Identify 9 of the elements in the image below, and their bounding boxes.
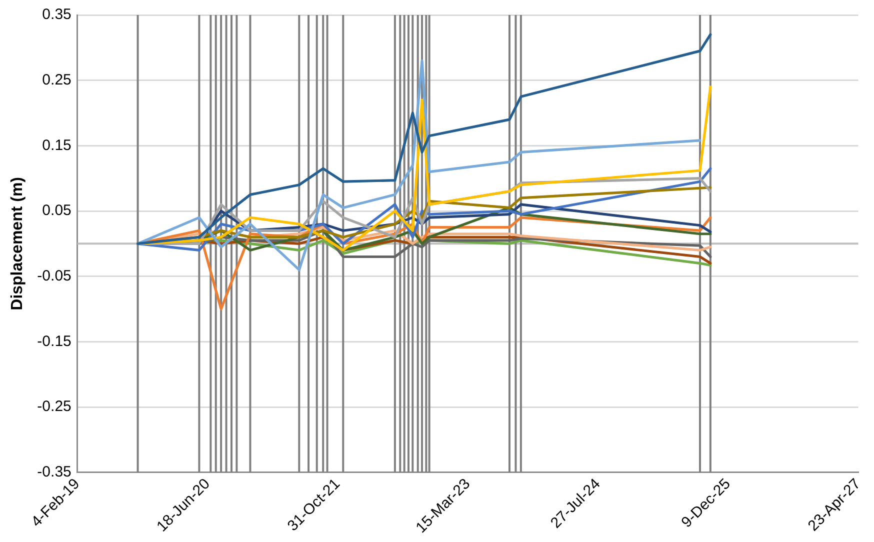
y-tick-label: -0.35 xyxy=(37,463,72,480)
y-tick-label: 0.15 xyxy=(42,136,72,154)
y-tick-label: -0.15 xyxy=(37,332,72,350)
y-tick-label: -0.05 xyxy=(37,267,72,284)
y-axis-title: Displacement (m) xyxy=(9,176,26,310)
y-tick-label: 0.05 xyxy=(42,202,72,220)
y-tick-label: -0.25 xyxy=(37,398,72,416)
y-tick-label: 0.25 xyxy=(42,71,72,88)
y-tick-label: 0.35 xyxy=(42,6,72,24)
